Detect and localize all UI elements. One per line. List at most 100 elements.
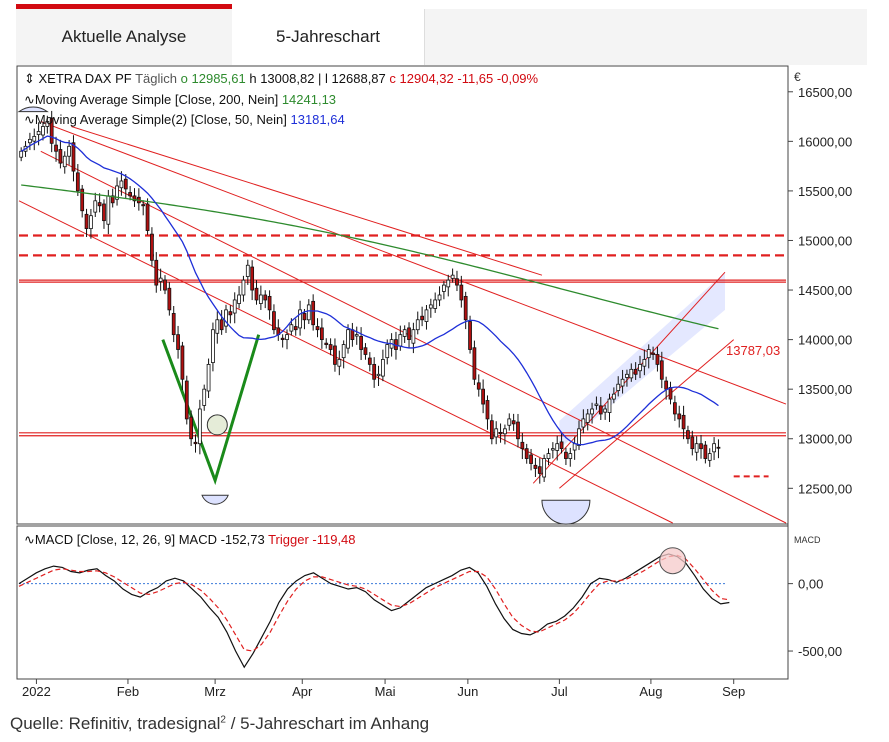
trend-line [18,200,673,524]
candle [550,448,555,451]
candle [328,344,333,350]
trigger-line [18,554,730,652]
price-tick-label: 13000,00 [798,432,852,447]
price-panel-frame [16,65,789,525]
candle [311,300,316,326]
macd-tick-label: 0,00 [798,577,823,592]
candle [428,304,433,309]
header-icon: ⇕ [24,71,39,86]
period-label: Täglich [135,71,177,86]
candle [280,337,285,341]
x-tick-label: 2022 [22,684,51,699]
candle [171,313,176,336]
price-tick-label: 15500,00 [798,184,852,199]
candle [677,413,682,420]
candle [420,315,424,321]
macd-line [18,553,730,669]
candle [224,309,228,327]
macd-plot [18,547,730,669]
candle [620,378,625,387]
sma200-value: 14241,13 [282,92,336,107]
candle [298,309,302,329]
candle [202,388,207,406]
tab-bar-filler [425,9,867,65]
close-value: c 12904,32 [389,71,453,86]
candle [367,357,372,365]
candle [646,349,651,359]
candle [655,354,660,365]
candle [616,383,621,391]
candle [450,274,455,279]
candle [232,299,237,314]
candle [407,327,411,341]
candle [97,202,102,207]
candle [559,441,564,450]
candle [285,334,289,341]
candle [58,149,63,164]
candle [489,420,494,440]
candle [67,145,71,157]
x-tick-label: Jul [551,684,568,699]
candle [524,448,529,459]
candle [132,195,137,202]
candle [707,453,712,461]
macd-label: MACD [Close, 12, 26, 9] [35,532,175,547]
trend-line [40,121,787,405]
price-tick-label: 16000,00 [798,134,852,149]
candle [128,192,133,197]
candle [398,334,403,347]
macd-header: ∿MACD [Close, 12, 26, 9] MACD -152,73 Tr… [24,532,356,547]
sma200-label: Moving Average Simple [Close, 200, Nein] [35,92,278,107]
macd-icon: ∿ [24,532,35,547]
x-tick-label: Mrz [204,684,226,699]
candle [333,345,337,365]
sma200-header: ∿Moving Average Simple [Close, 200, Nein… [24,92,336,107]
dax-chart-svg: 16500,00 16000,00 15500,00 15000,00 14500,00… [16,65,852,699]
candle [372,363,377,380]
candle [71,142,76,172]
macd-tick-label: -500,00 [798,644,842,659]
high-value: h 13008,82 [249,71,314,86]
candle [607,398,612,413]
candle [703,444,708,459]
x-tick-label: Aug [639,684,662,699]
candle [664,380,669,390]
source-text: Quelle: Refinitiv, tradesignal [10,714,221,733]
candle [472,347,477,380]
candle [350,329,355,341]
tab-5-jahreschart[interactable]: 5-Jahreschart [232,9,425,65]
candle [219,319,224,331]
instrument-name: XETRA DAX PF [39,71,132,86]
candle [568,453,573,459]
candle [80,188,85,212]
tab-bar: Aktuelle Analyse 5-Jahreschart [16,0,867,65]
candle [590,408,594,415]
candle [54,144,58,152]
candle [145,203,150,231]
candle [594,403,599,406]
x-tick-label: Feb [117,684,139,699]
x-tick-label: Sep [722,684,745,699]
candle [585,413,590,423]
candle [193,441,198,445]
candle [455,278,459,286]
candle [267,295,272,311]
candle [498,431,503,435]
candle [533,464,538,469]
candle [211,329,215,364]
candle [672,402,677,415]
candle [215,319,220,334]
price-plot [17,106,787,525]
tab-aktuelle-analyse[interactable]: Aktuelle Analyse [16,9,232,65]
candle [381,359,385,377]
top-semicircle-marker [17,106,49,113]
candle [442,284,446,292]
candle [555,443,560,451]
candle [176,334,180,350]
candle [250,266,255,291]
candle [437,294,442,301]
candle [446,279,451,288]
sma50-line [20,135,719,446]
candle [167,287,172,311]
candle [581,418,586,428]
